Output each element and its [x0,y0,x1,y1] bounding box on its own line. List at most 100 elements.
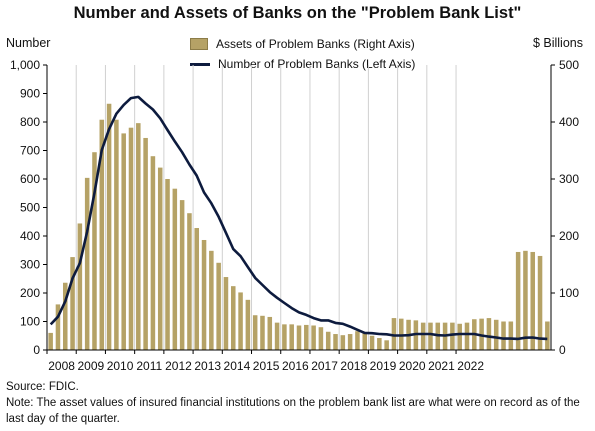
bar-38 [325,331,331,350]
bar-56 [457,323,462,350]
source-note: Source: FDIC. [6,381,79,393]
right-tick-label-5: 500 [559,58,579,72]
bar-34 [296,325,302,350]
bar-11 [128,127,134,350]
bar-1 [55,304,61,350]
bar-65 [523,250,528,350]
bar-62 [501,321,506,350]
x-tick-label-2021: 2021 [428,359,455,373]
legend-bar-swatch [190,38,208,50]
x-tick-label-2016: 2016 [282,359,309,373]
bar-46 [384,340,389,350]
left-axis-title: Number [6,36,51,50]
bar-0 [48,332,53,350]
bar-33 [289,324,294,350]
bar-27 [245,299,251,350]
bar-26 [238,292,243,350]
left-tick-label-7: 700 [20,144,40,158]
bar-23 [216,262,221,350]
left-tick-label-4: 400 [20,229,40,243]
left-tick-label-5: 500 [20,201,40,215]
bar-28 [252,315,258,350]
chart-title: Number and Assets of Banks on the "Probl… [73,4,522,22]
bar-37 [318,327,324,350]
bar-61 [493,319,499,350]
bar-32 [282,324,287,350]
x-tick-label-2015: 2015 [253,359,280,373]
x-tick-label-2010: 2010 [107,359,134,373]
right-tick-label-3: 300 [559,172,579,186]
bar-60 [486,318,492,350]
bar-7 [99,119,105,350]
bar-21 [201,239,207,350]
left-tick-label-0: 0 [33,343,40,357]
bar-45 [377,338,382,350]
x-tick-label-2020: 2020 [399,359,426,373]
bar-31 [274,322,280,350]
bar-25 [230,286,236,350]
bar-22 [209,250,214,350]
legend: Assets of Problem Banks (Right Axis) Num… [190,34,415,74]
bar-2 [62,282,68,350]
bar-3 [70,257,75,350]
right-tick-label-2: 200 [559,229,579,243]
bar-19 [187,213,192,350]
legend-line-swatch [190,62,210,66]
bar-29 [260,315,265,350]
bar-8 [106,103,112,350]
left-tick-label-8: 800 [20,115,40,129]
bar-47 [391,318,397,350]
bar-51 [420,322,426,350]
left-tick-label-1: 100 [20,315,40,329]
bar-41 [347,334,353,350]
left-tick-label-10: 1,000 [10,58,40,72]
left-tick-label-6: 600 [20,172,40,186]
bar-40 [340,335,346,350]
line-number-of-problem-banks [49,95,548,341]
chart-notes: Source: FDIC. Note: The asset values of … [6,379,591,427]
x-tick-label-2022: 2022 [457,359,484,373]
x-tick-label-2017: 2017 [311,359,338,373]
bar-64 [515,251,521,350]
x-tick-label-2013: 2013 [194,359,221,373]
right-tick-label-4: 400 [559,115,579,129]
bar-52 [428,322,433,350]
bar-36 [311,325,316,350]
legend-label-number: Number of Problem Banks (Left Axis) [218,57,416,71]
legend-label-assets: Assets of Problem Banks (Right Axis) [216,37,415,51]
bar-17 [172,188,178,350]
legend-item-number: Number of Problem Banks (Left Axis) [190,54,415,74]
left-tick-label-2: 200 [20,286,40,300]
x-tick-label-2008: 2008 [48,359,75,373]
right-tick-label-1: 100 [559,286,579,300]
bar-12 [136,123,141,350]
right-axis-title: $ Billions [532,36,583,50]
bar-14 [150,156,156,350]
bar-63 [508,321,514,350]
bar-13 [143,137,148,350]
bar-20 [194,228,200,350]
x-tick-label-2018: 2018 [340,359,367,373]
bar-9 [114,119,119,350]
bar-68 [545,321,550,350]
bar-16 [165,179,170,350]
x-tick-label-2019: 2019 [370,359,397,373]
bar-5 [84,177,90,350]
bar-6 [92,152,97,350]
left-tick-label-3: 300 [20,258,40,272]
bar-18 [179,200,185,350]
bar-57 [464,322,470,350]
legend-item-assets: Assets of Problem Banks (Right Axis) [190,34,415,54]
bar-43 [362,332,368,350]
x-tick-label-2011: 2011 [136,359,162,373]
bar-55 [450,322,455,350]
bar-66 [530,251,536,350]
left-tick-label-9: 900 [20,87,40,101]
bar-24 [223,277,229,350]
footnote: Note: The asset values of insured financ… [6,397,580,425]
bar-30 [267,316,273,350]
right-tick-label-0: 0 [559,343,566,357]
bar-42 [355,331,360,350]
